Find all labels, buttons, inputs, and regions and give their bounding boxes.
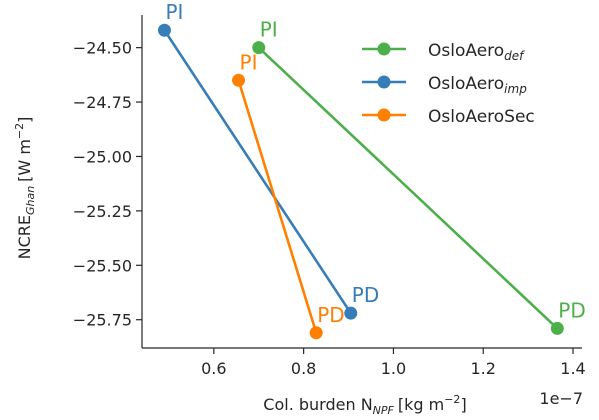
data-point: [157, 23, 171, 37]
legend-item: OsloAerodef: [362, 41, 525, 63]
point-label: PD: [558, 298, 585, 322]
y-tick-label: −25.25: [73, 202, 132, 221]
data-point: [550, 321, 564, 335]
point-label: PI: [260, 18, 278, 42]
series-line: [257, 46, 559, 330]
legend-marker: [377, 75, 391, 89]
series-line: [237, 79, 318, 334]
series-2: [157, 23, 358, 320]
x-tick-label: 0.6: [201, 359, 226, 378]
axes: 0.6 0.8 1.0 1.2 1.4 −24.50 −24.75 −25.00 −25.25…: [73, 15, 586, 378]
data-point: [309, 326, 323, 340]
series-1: [252, 41, 564, 335]
x-axis-offset-text: 1e−7: [539, 389, 583, 408]
x-tick-label: 1.2: [470, 359, 495, 378]
x-ticks: 0.6 0.8 1.0 1.2 1.4: [201, 348, 586, 378]
series-line: [163, 29, 352, 314]
series-3: [232, 73, 323, 340]
y-ticks: −24.50 −24.75 −25.00 −25.25 −25.50 −25.75: [73, 39, 142, 330]
point-labels: PI PD PI PD PI PD: [165, 0, 585, 327]
legend-label: OsloAeroimp: [428, 74, 527, 96]
point-label: PI: [240, 50, 258, 74]
point-label: PD: [317, 303, 344, 327]
legend-marker: [377, 42, 391, 56]
data-point: [344, 306, 358, 320]
legend-label: OsloAeroSec: [428, 107, 535, 127]
legend-item: OsloAeroimp: [362, 74, 527, 96]
x-tick-label: 0.8: [291, 359, 316, 378]
legend: OsloAerodef OsloAeroimp OsloAeroSec: [362, 41, 535, 127]
data-point: [232, 73, 246, 87]
legend-item: OsloAeroSec: [362, 107, 535, 127]
y-tick-label: −25.75: [73, 311, 132, 330]
legend-label: OsloAerodef: [428, 41, 525, 63]
point-label: PI: [165, 0, 183, 24]
legend-marker: [377, 108, 391, 122]
x-tick-label: 1.4: [560, 359, 585, 378]
y-tick-label: −24.75: [73, 93, 132, 112]
series-layer: [157, 23, 564, 340]
x-axis-label: Col. burden NNPF [kg m−2]: [263, 393, 466, 417]
y-tick-label: −24.50: [73, 39, 132, 58]
y-tick-label: −25.00: [73, 147, 132, 166]
y-tick-label: −25.50: [73, 256, 132, 275]
y-axis-label: NCREGhan[W m−2]: [13, 117, 37, 260]
data-point: [252, 41, 266, 55]
point-label: PD: [352, 283, 379, 307]
x-tick-label: 1.0: [381, 359, 406, 378]
